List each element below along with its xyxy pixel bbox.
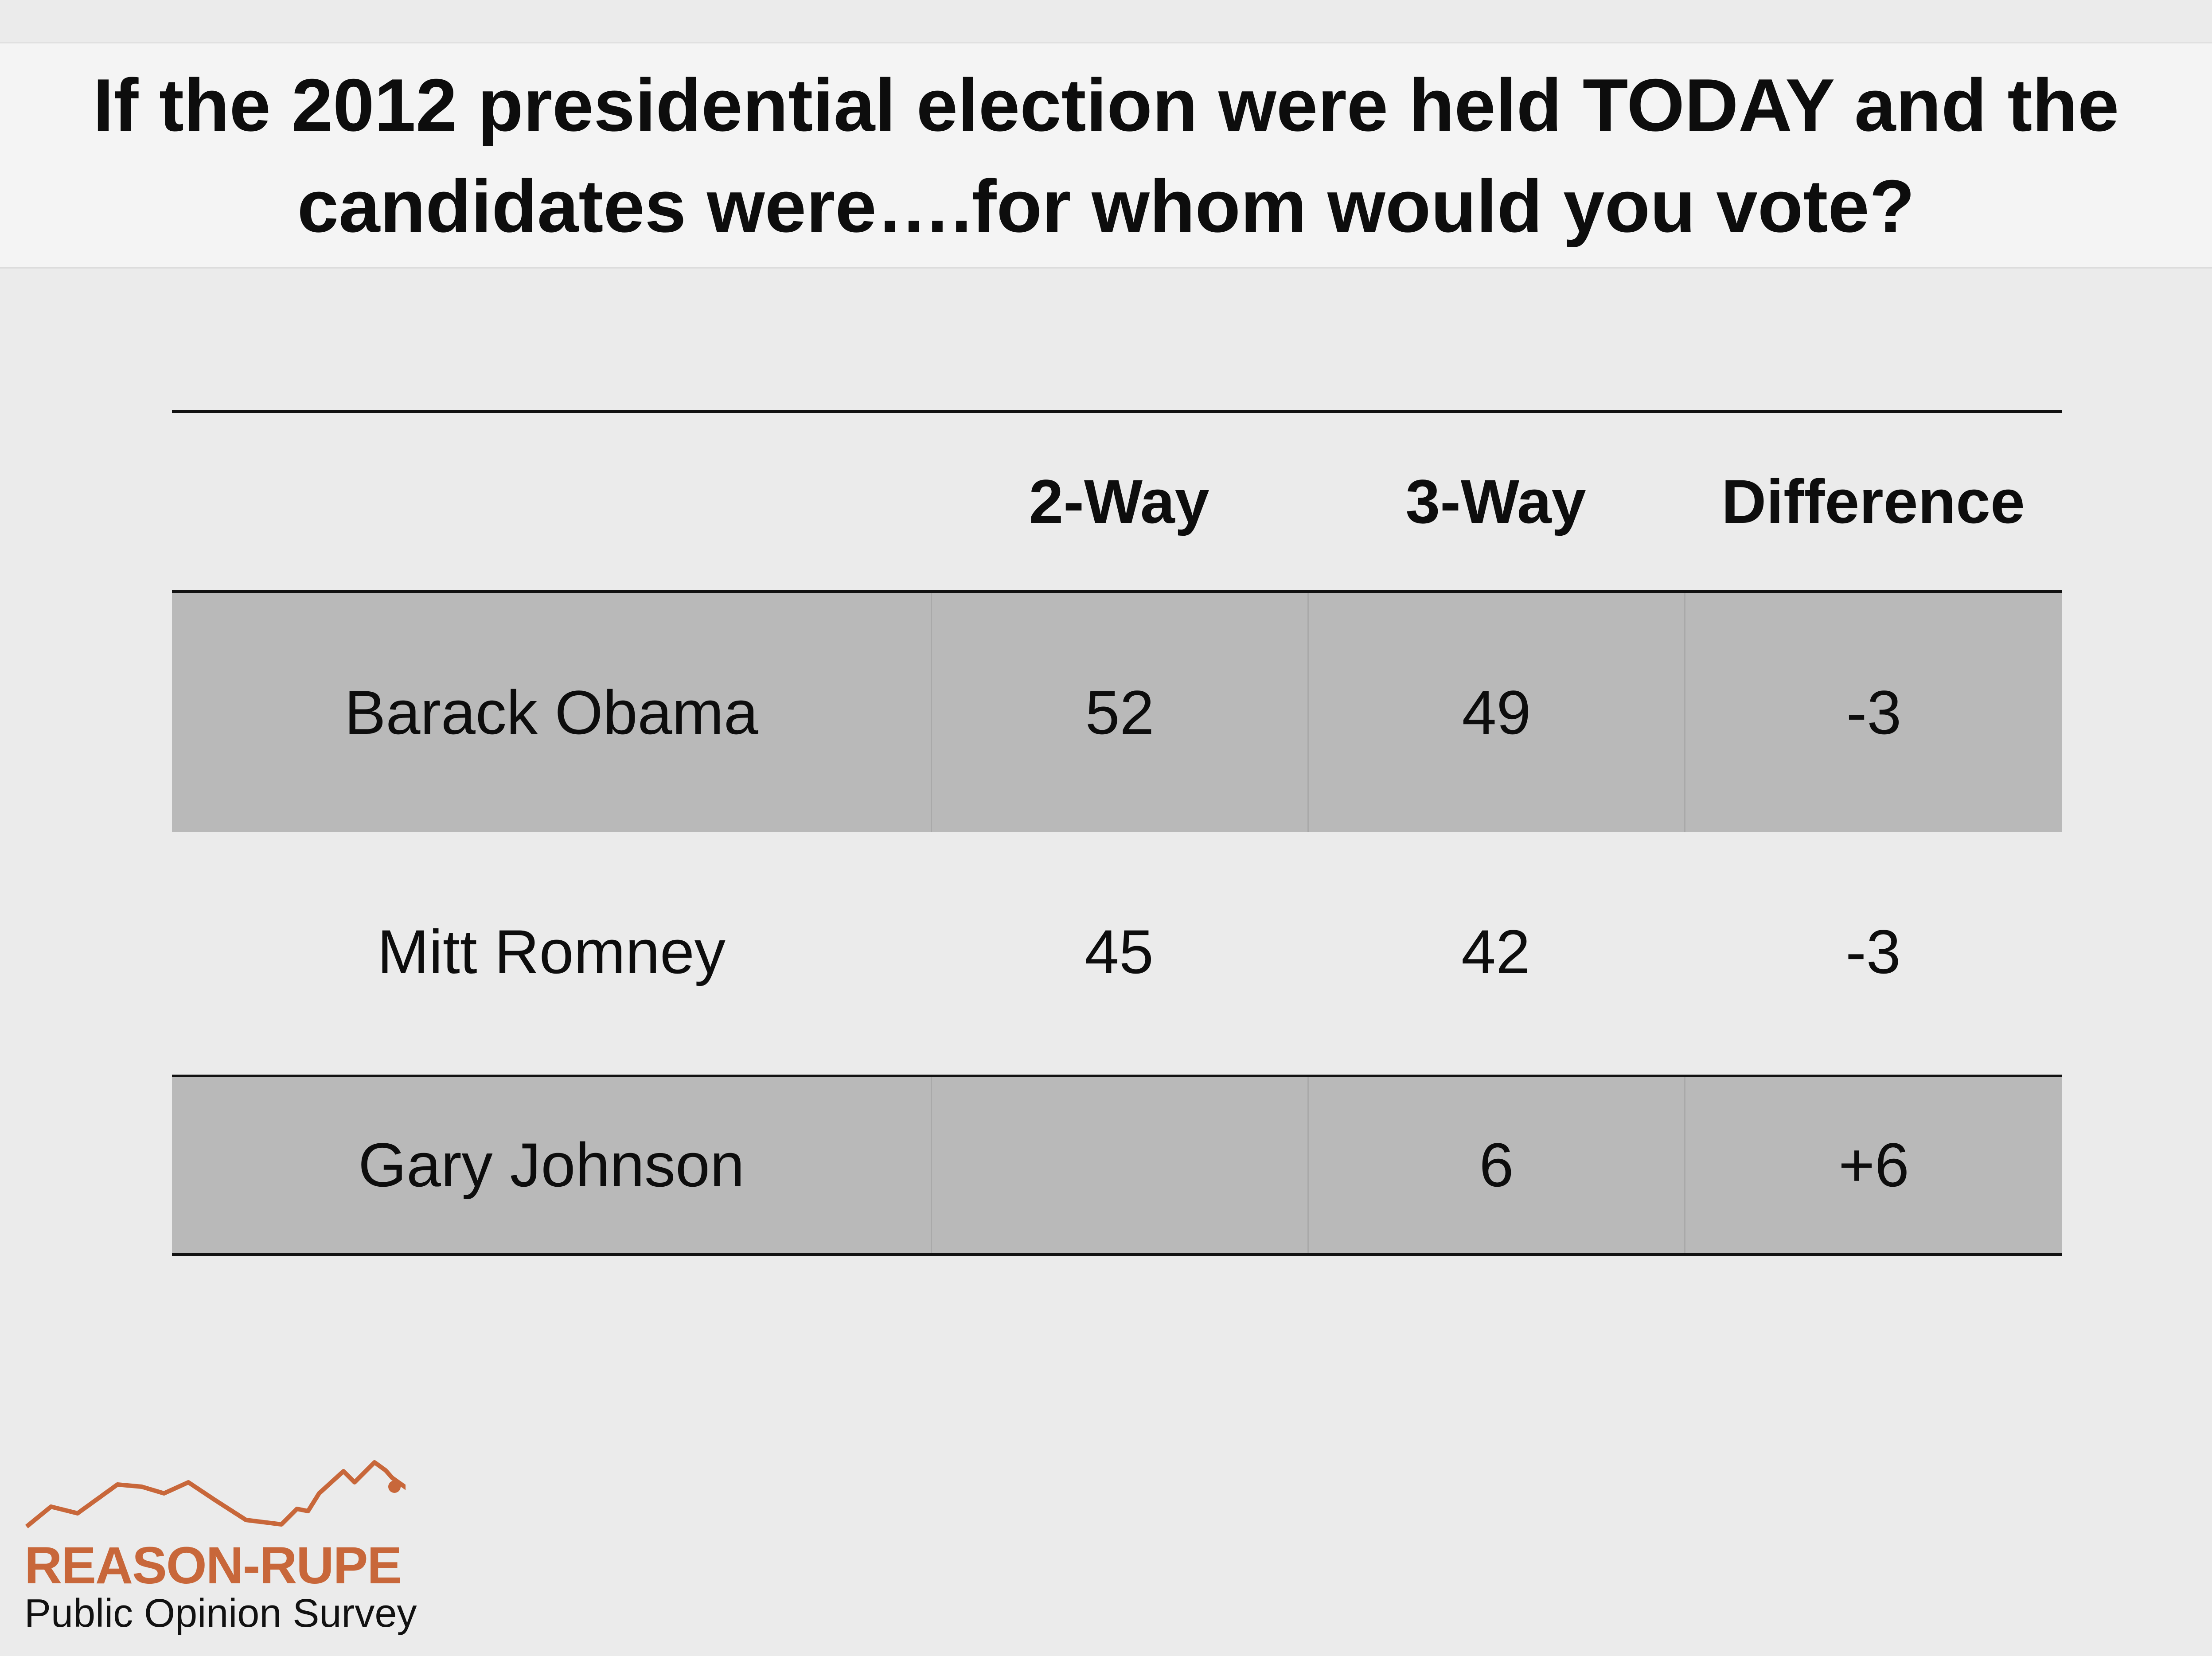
- three-way-value: 49: [1307, 593, 1684, 832]
- table-row: Barack Obama 52 49 -3: [172, 593, 2062, 832]
- two-way-value: 52: [931, 593, 1307, 832]
- three-way-value: 6: [1307, 1077, 1684, 1253]
- header-candidate: [172, 413, 931, 590]
- logo-name: REASON-RUPE: [24, 1536, 402, 1595]
- header-difference: Difference: [1721, 467, 2025, 536]
- candidate-name: Gary Johnson: [358, 1130, 745, 1200]
- difference-value: +6: [1684, 1077, 2062, 1253]
- difference-value: -3: [1684, 593, 2062, 832]
- difference-value: -3: [1845, 917, 1901, 986]
- table-top-rule: [172, 410, 2062, 413]
- three-way-value: 42: [1461, 917, 1530, 986]
- logo-subtitle: Public Opinion Survey: [24, 1591, 417, 1636]
- header-rule: [172, 590, 2062, 593]
- row-rule: [172, 1075, 2062, 1077]
- reason-rupe-logo: REASON-RUPE Public Opinion Survey: [24, 1458, 417, 1644]
- header-2-way: 2-Way: [1029, 467, 1209, 536]
- chart-title: If the 2012 presidential election were h…: [93, 63, 2119, 248]
- two-way-value: 45: [1085, 917, 1154, 986]
- trend-line-icon: [25, 1460, 406, 1528]
- table-row: Gary Johnson 6 +6: [172, 1077, 2062, 1253]
- table-header-row: 2-Way 3-Way Difference: [172, 413, 2062, 590]
- table-row: Mitt Romney 45 42 -3: [172, 832, 2062, 1072]
- candidate-name: Barack Obama: [344, 678, 758, 747]
- title-bar: If the 2012 presidential election were h…: [0, 42, 2212, 269]
- table-bottom-rule: [172, 1253, 2062, 1256]
- header-3-way: 3-Way: [1405, 467, 1586, 536]
- two-way-value: [931, 1077, 1307, 1253]
- candidate-name: Mitt Romney: [377, 917, 726, 986]
